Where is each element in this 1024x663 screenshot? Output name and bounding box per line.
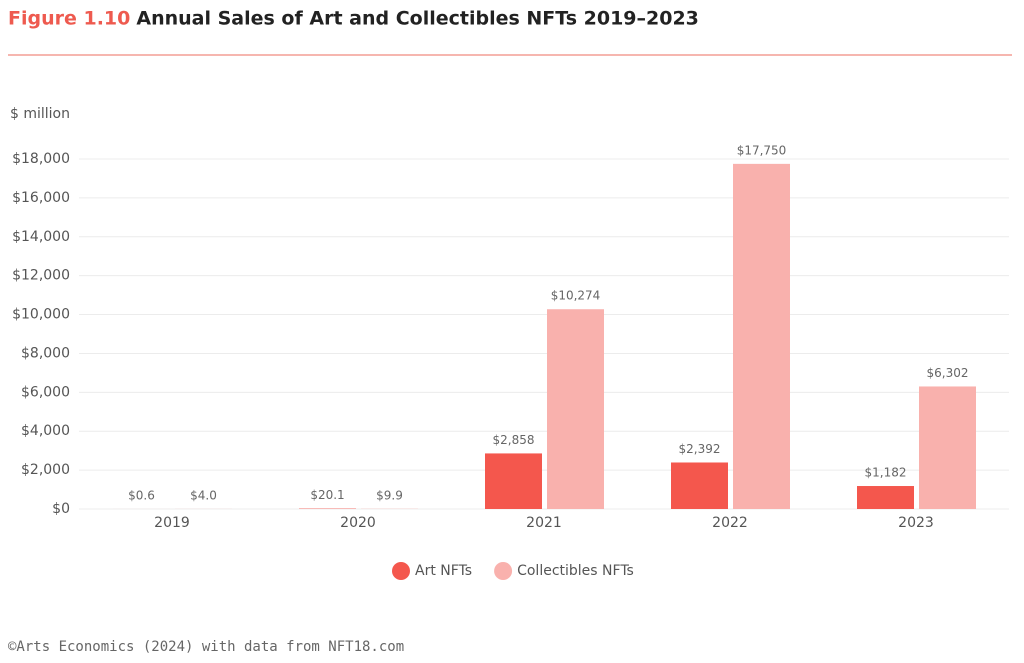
bar (547, 309, 604, 509)
x-tick-label: 2019 (154, 515, 190, 531)
y-axis-label: $ million (10, 106, 70, 122)
bar (671, 462, 728, 509)
y-tick-label: $6,000 (21, 384, 70, 400)
value-label: $0.6 (128, 488, 155, 502)
value-label: $2,858 (493, 433, 535, 447)
y-tick-label: $2,000 (21, 462, 70, 478)
y-tick-label: $0 (52, 501, 70, 517)
bar (485, 453, 542, 509)
bar (733, 163, 790, 509)
y-tick-label: $18,000 (12, 151, 70, 167)
x-tick-label: 2023 (898, 515, 934, 531)
legend-marker (494, 562, 513, 580)
value-label: $4.0 (190, 488, 217, 502)
y-tick-label: $12,000 (12, 268, 70, 284)
value-label: $10,274 (551, 289, 601, 303)
y-tick-label: $8,000 (21, 345, 70, 361)
y-tick-label: $14,000 (12, 229, 70, 245)
legend-marker (392, 562, 410, 580)
legend-label: Collectibles NFTs (517, 563, 634, 579)
y-tick-label: $16,000 (12, 190, 70, 206)
bar (919, 386, 976, 509)
bar (857, 486, 914, 509)
x-tick-label: 2020 (340, 515, 376, 531)
chart-title: Annual Sales of Art and Collectibles NFT… (136, 8, 699, 30)
y-tick-label: $4,000 (21, 423, 70, 439)
value-label: $2,392 (679, 442, 721, 456)
value-label: $6,302 (927, 366, 969, 380)
value-label: $20.1 (310, 488, 344, 502)
x-tick-label: 2021 (526, 515, 562, 531)
legend-label: Art NFTs (415, 563, 472, 579)
figure-number: Figure 1.10 (8, 8, 130, 30)
x-tick-label: 2022 (712, 515, 748, 531)
value-label: $9.9 (376, 488, 403, 502)
value-label: $1,182 (865, 466, 907, 480)
value-label: $17,750 (737, 143, 787, 157)
source: ©Arts Economics (2024) with data from NF… (8, 639, 404, 655)
y-tick-label: $10,000 (12, 307, 70, 323)
